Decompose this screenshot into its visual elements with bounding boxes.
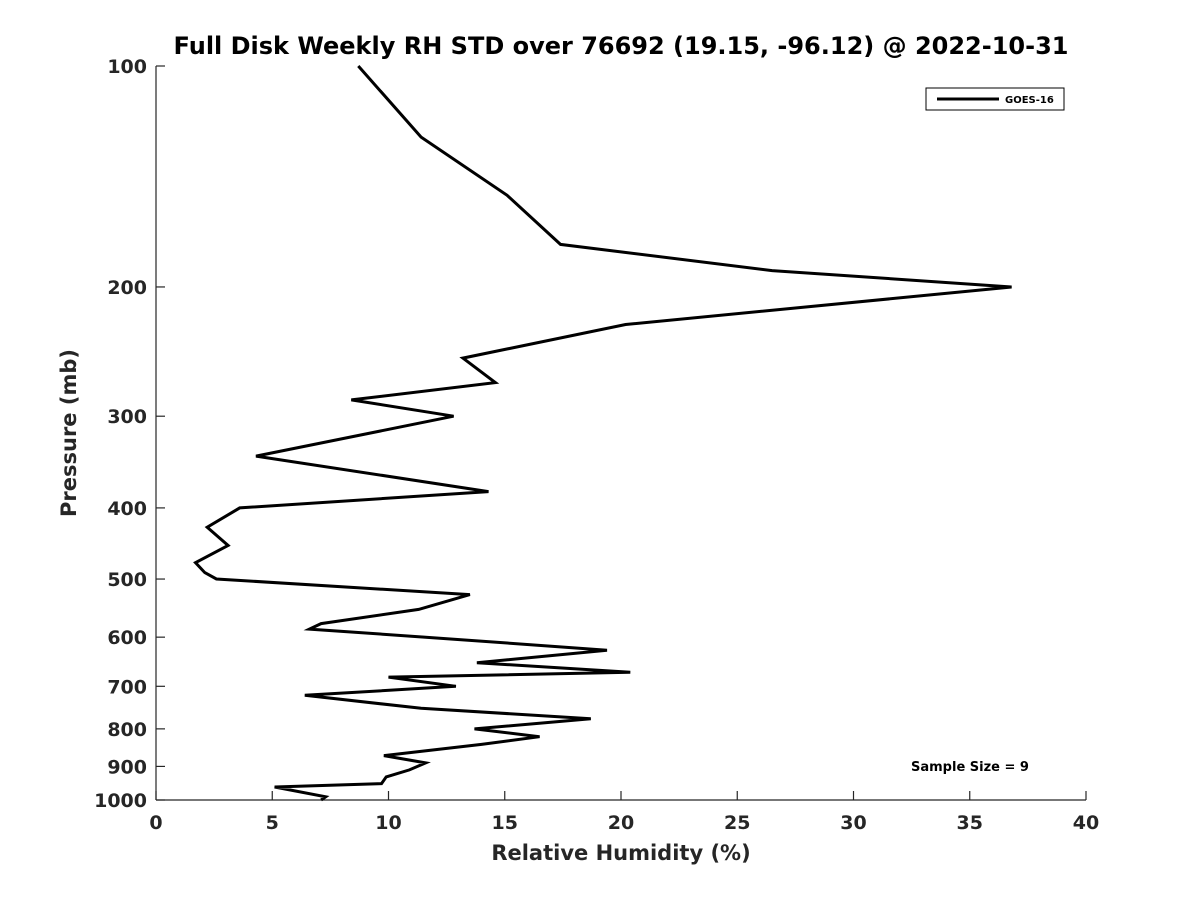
x-tick-label: 30 <box>840 812 866 834</box>
chart-title: Full Disk Weekly RH STD over 76692 (19.1… <box>174 32 1069 60</box>
y-tick-label: 900 <box>107 756 147 778</box>
x-tick-label: 15 <box>492 812 518 834</box>
legend: GOES-16 <box>925 87 1065 111</box>
sample-size-annotation: Sample Size = 9 <box>911 760 1029 775</box>
y-tick-label: 500 <box>107 569 147 591</box>
legend-label-goes-16: GOES-16 <box>1005 95 1054 106</box>
x-tick-label: 10 <box>375 812 401 834</box>
x-axis-label: Relative Humidity (%) <box>491 841 750 865</box>
y-axis-label: Pressure (mb) <box>57 349 81 517</box>
y-tick-label: 300 <box>107 406 147 428</box>
x-tick-label: 25 <box>724 812 750 834</box>
y-tick-label: 1000 <box>94 790 147 812</box>
y-tick-label: 700 <box>107 676 147 698</box>
x-axis-ticks: 0 5 10 15 20 25 30 35 40 <box>149 791 1099 834</box>
y-axis-ticks: 100 200 300 400 500 600 700 800 900 1000 <box>94 56 165 812</box>
y-tick-label: 600 <box>107 627 147 649</box>
plot-area <box>156 66 1086 800</box>
y-tick-label: 100 <box>107 56 147 78</box>
x-tick-label: 40 <box>1073 812 1099 834</box>
y-tick-label: 400 <box>107 498 147 520</box>
y-tick-label: 200 <box>107 277 147 299</box>
x-tick-label: 5 <box>266 812 279 834</box>
y-tick-label: 800 <box>107 719 147 741</box>
x-tick-label: 0 <box>149 812 162 834</box>
series-line-goes-16 <box>193 65 1012 802</box>
x-tick-label: 35 <box>957 812 983 834</box>
x-tick-label: 20 <box>608 812 634 834</box>
